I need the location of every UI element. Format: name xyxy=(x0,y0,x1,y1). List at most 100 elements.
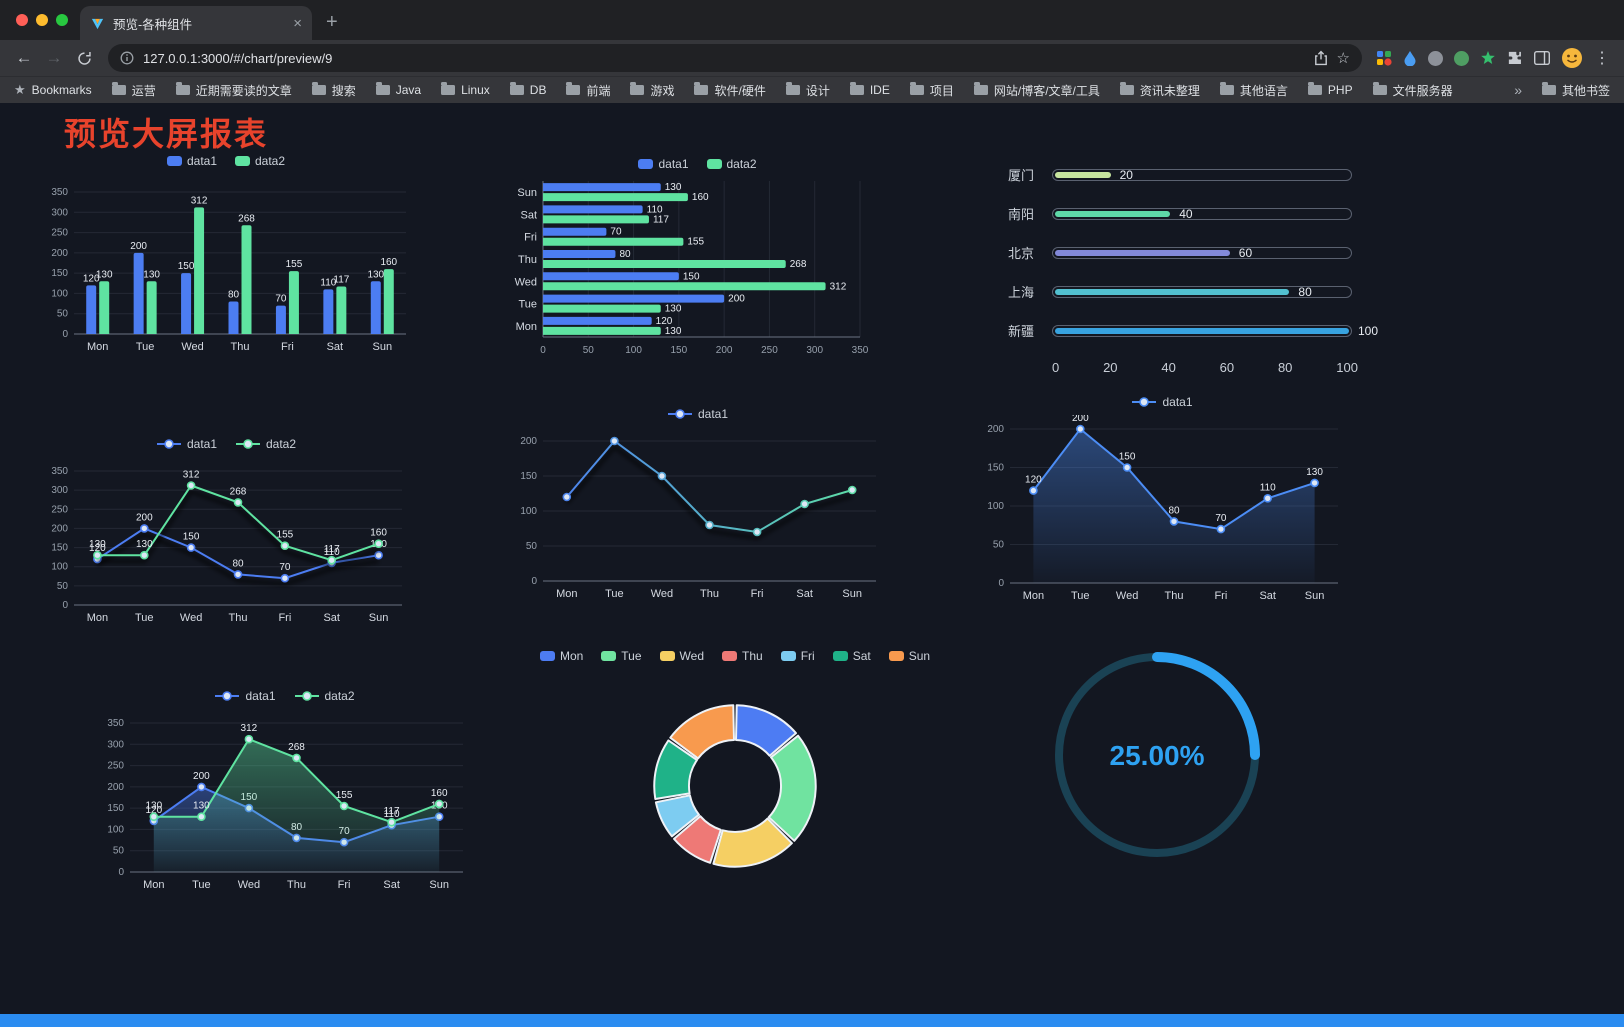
bookmark-folder-item[interactable]: Java xyxy=(375,82,421,99)
svg-text:50: 50 xyxy=(526,541,538,552)
legend-item[interactable]: data2 xyxy=(235,437,296,451)
bookmarks-bar: ★ Bookmarks 运营 近期需要读的文章 搜索 Java Linux DB 前端 游戏 软… xyxy=(0,76,1624,103)
back-button[interactable]: ← xyxy=(15,48,33,67)
bookmark-folder-item[interactable]: 游戏 xyxy=(630,82,674,99)
forward-button[interactable]: → xyxy=(45,48,63,67)
svg-text:50: 50 xyxy=(583,345,595,356)
svg-text:200: 200 xyxy=(107,782,124,793)
bookmark-folder-item[interactable]: IDE xyxy=(849,82,890,99)
bookmark-folder-item[interactable]: 软件/硬件 xyxy=(694,82,766,99)
extension-grid-icon[interactable] xyxy=(1376,50,1392,66)
extension-star-icon[interactable] xyxy=(1480,50,1496,66)
extension-green-icon[interactable] xyxy=(1454,50,1469,66)
legend-item[interactable]: data1 xyxy=(667,407,728,421)
legend-item[interactable]: Thu xyxy=(722,649,763,663)
legend-item[interactable]: data1 xyxy=(638,157,689,171)
svg-text:80: 80 xyxy=(619,249,631,260)
svg-text:268: 268 xyxy=(230,486,247,497)
bookmarks-overflow-chevron[interactable]: » xyxy=(1514,82,1522,98)
side-panel-icon[interactable] xyxy=(1534,51,1550,65)
svg-text:70: 70 xyxy=(610,227,622,238)
svg-text:268: 268 xyxy=(238,213,255,224)
svg-text:250: 250 xyxy=(107,761,124,772)
legend-swatch xyxy=(638,159,654,169)
fullscreen-window-button[interactable] xyxy=(56,14,68,26)
svg-text:150: 150 xyxy=(683,271,700,282)
bookmark-star-icon[interactable]: ☆ xyxy=(1336,50,1350,67)
bookmark-folder-item[interactable]: PHP xyxy=(1307,82,1353,99)
svg-text:Sat: Sat xyxy=(520,209,537,221)
svg-text:117: 117 xyxy=(384,806,400,817)
legend-item[interactable]: data1 xyxy=(166,154,217,168)
svg-text:312: 312 xyxy=(241,723,258,734)
share-icon[interactable] xyxy=(1314,50,1328,66)
svg-text:117: 117 xyxy=(653,214,669,225)
tab-title: 预览-各种组件 xyxy=(113,17,193,32)
browser-menu-icon[interactable]: ⋮ xyxy=(1594,50,1610,67)
bookmark-folder-item[interactable]: Linux xyxy=(441,82,490,99)
legend-item[interactable]: data1 xyxy=(1131,395,1193,409)
bookmark-folder-item[interactable]: 运营 xyxy=(111,82,156,99)
svg-text:160: 160 xyxy=(380,257,397,268)
svg-text:200: 200 xyxy=(1072,415,1089,424)
folder-icon xyxy=(311,82,326,95)
svg-text:Fri: Fri xyxy=(524,232,537,244)
bar-chart: data1 data2 0 50 100 150 200 250 300 350 Mon Tue Wed… xyxy=(36,148,416,360)
legend-item[interactable]: Fri xyxy=(780,649,815,663)
legend-swatch xyxy=(166,156,182,166)
folder-icon xyxy=(375,82,390,95)
bookmark-folder-item[interactable]: 网站/博客/文章/工具 xyxy=(973,82,1100,99)
legend-item[interactable]: data1 xyxy=(156,437,217,451)
profile-avatar[interactable] xyxy=(1561,47,1583,69)
bookmark-folder-item[interactable]: DB xyxy=(509,82,546,99)
extension-gray-icon[interactable] xyxy=(1428,50,1443,66)
legend-item[interactable]: data2 xyxy=(706,157,757,171)
legend-item[interactable]: Sat xyxy=(832,649,871,663)
svg-text:70: 70 xyxy=(1215,513,1227,524)
extensions-puzzle-icon[interactable] xyxy=(1507,50,1523,66)
legend-item[interactable]: data2 xyxy=(235,154,285,168)
svg-text:80: 80 xyxy=(1168,505,1180,516)
reload-button[interactable] xyxy=(70,44,98,72)
tab-close-icon[interactable]: × xyxy=(293,14,302,32)
legend-item[interactable]: Wed xyxy=(659,649,704,663)
legend-item[interactable]: data1 xyxy=(214,689,276,703)
svg-text:130: 130 xyxy=(96,269,113,280)
bookmark-folder-item[interactable]: 设计 xyxy=(785,82,830,99)
site-info-icon[interactable] xyxy=(120,51,134,65)
legend-item[interactable]: data2 xyxy=(294,689,355,703)
bookmark-folder-item[interactable]: 近期需要读的文章 xyxy=(175,82,292,99)
svg-text:130: 130 xyxy=(665,326,682,337)
line-plot: 0 50 100 150 200 250 300 350 Mon Tue Wed Thu Fri Sat S… xyxy=(51,466,402,624)
bookmark-folder-item[interactable]: 资讯未整理 xyxy=(1119,82,1200,99)
address-bar[interactable]: 127.0.0.1:3000/#/chart/preview/9 ☆ xyxy=(108,44,1362,72)
other-bookmarks-item[interactable]: 其他书签 xyxy=(1541,82,1610,99)
legend-item[interactable]: Sun xyxy=(888,649,930,663)
url-text[interactable]: 127.0.0.1:3000/#/chart/preview/9 xyxy=(143,50,333,66)
svg-text:130: 130 xyxy=(665,304,682,315)
bookmarks-app-item[interactable]: ★ Bookmarks xyxy=(14,82,92,98)
svg-text:80: 80 xyxy=(228,290,240,301)
progress-label: 厦门 xyxy=(1008,168,1035,183)
svg-text:300: 300 xyxy=(806,345,823,356)
svg-text:312: 312 xyxy=(191,195,208,206)
svg-text:250: 250 xyxy=(761,345,778,356)
legend-item[interactable]: Mon xyxy=(539,649,583,663)
extension-drop-icon[interactable] xyxy=(1403,50,1417,66)
svg-text:Thu: Thu xyxy=(287,879,306,891)
svg-text:Wed: Wed xyxy=(181,341,203,353)
new-tab-button[interactable]: + xyxy=(326,11,338,33)
bookmark-folder-item[interactable]: 其他语言 xyxy=(1219,82,1288,99)
bottom-accent-bar xyxy=(0,1014,1624,1027)
legend-item[interactable]: Tue xyxy=(601,649,642,663)
bookmark-folder-item[interactable]: 搜索 xyxy=(311,82,356,99)
close-window-button[interactable] xyxy=(16,14,28,26)
legend-line-icon xyxy=(294,691,319,701)
svg-text:0: 0 xyxy=(998,578,1004,589)
minimize-window-button[interactable] xyxy=(36,14,48,26)
browser-tab[interactable]: 预览-各种组件 × xyxy=(80,6,312,40)
bookmark-folder-item[interactable]: 前端 xyxy=(566,82,610,99)
bookmark-folder-item[interactable]: 文件服务器 xyxy=(1372,82,1453,99)
bookmark-folder-item[interactable]: 项目 xyxy=(909,82,954,99)
legend-line-icon xyxy=(215,691,240,701)
